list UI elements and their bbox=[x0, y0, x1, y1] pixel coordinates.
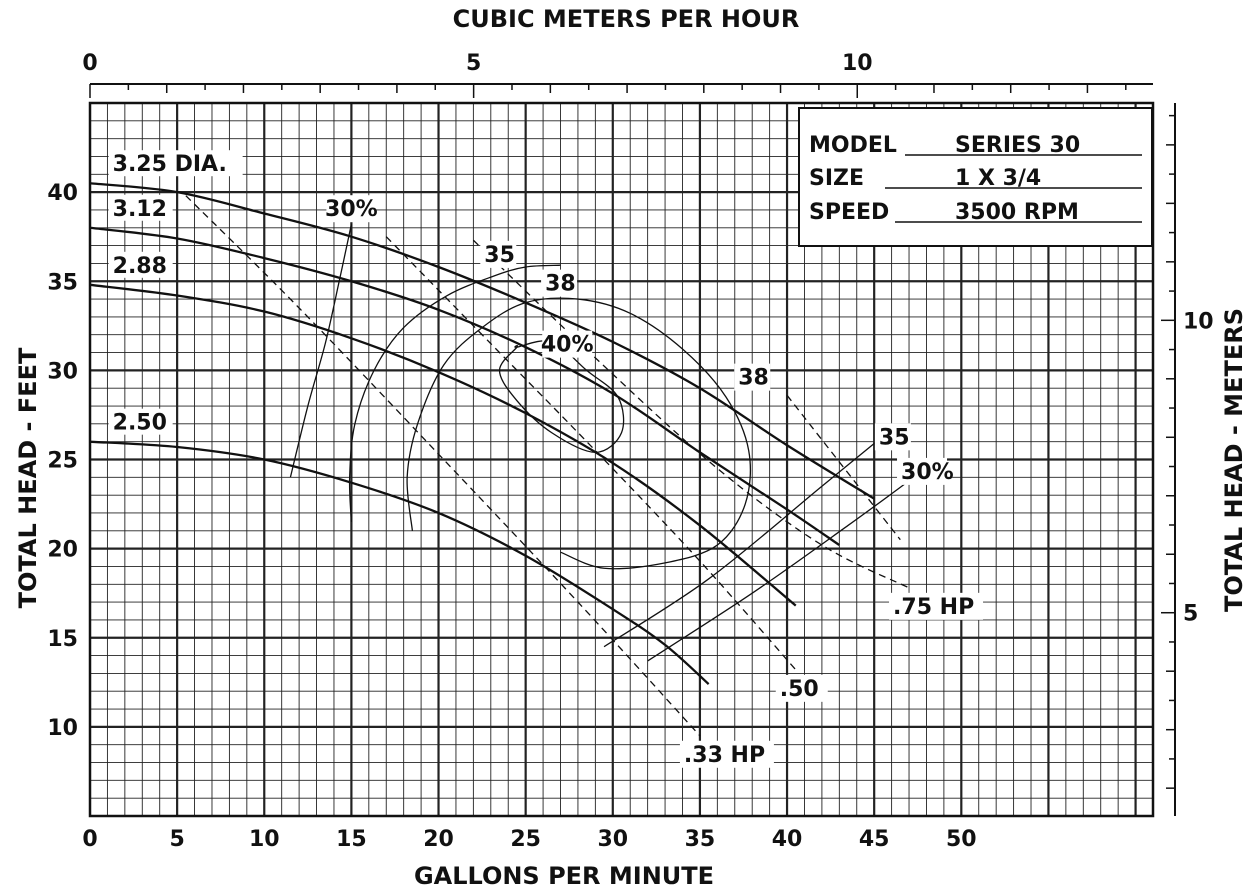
y2-axis-title: TOTAL HEAD - METERS bbox=[1220, 308, 1248, 612]
x-tick-label: 10 bbox=[249, 827, 280, 852]
x-tick-label: 25 bbox=[510, 827, 541, 852]
efficiency-label-bg bbox=[480, 240, 517, 268]
x2-tick-label: 5 bbox=[466, 51, 481, 76]
x2-tick-label: 10 bbox=[842, 51, 873, 76]
y-tick-label: 20 bbox=[47, 538, 78, 563]
efficiency-label: 35 bbox=[879, 425, 910, 450]
plot-frame bbox=[88, 101, 1155, 818]
hp-line-1 bbox=[385, 236, 797, 671]
hp-label-bg bbox=[679, 740, 774, 768]
impeller-label: 2.50 bbox=[113, 411, 167, 436]
info-speed-value: 3500 RPM bbox=[955, 200, 1079, 225]
hp-line-0 bbox=[185, 195, 701, 737]
impeller-label-bg bbox=[108, 150, 243, 177]
curve-labels: 30% 35 38 40% 35 30% 38 3.25 DIA. 3.12 2.88 2.50 bbox=[108, 150, 954, 485]
efficiency-label: 35 bbox=[484, 243, 515, 268]
x-tick-label: 50 bbox=[946, 827, 977, 852]
impeller-label-bg bbox=[108, 408, 173, 435]
x2-axis-title: CUBIC METERS PER HOUR bbox=[453, 5, 800, 33]
impeller-curve-2 bbox=[89, 283, 797, 607]
y-tick-label: 40 bbox=[47, 181, 78, 206]
efficiency-label-bg bbox=[874, 423, 911, 451]
efficiency-label: 40% bbox=[541, 333, 594, 358]
hp-label: .50 bbox=[780, 677, 819, 702]
info-model-value: SERIES 30 bbox=[955, 133, 1080, 158]
x-tick-label: 15 bbox=[336, 827, 367, 852]
x-tick-label: 0 bbox=[82, 827, 97, 852]
impeller-curve-0 bbox=[89, 182, 875, 500]
x2-tick-labels: 0 5 10 bbox=[82, 51, 1127, 98]
x-tick-label: 20 bbox=[423, 827, 454, 852]
efficiency-contour-2 bbox=[406, 297, 752, 570]
x-tick-label: 40 bbox=[772, 827, 803, 852]
x-tick-label: 35 bbox=[685, 827, 716, 852]
y2-tick-labels: 5 10 bbox=[1161, 114, 1214, 789]
y-tick-label: 10 bbox=[47, 716, 78, 741]
efficiency-contour-3 bbox=[498, 340, 625, 454]
impeller-label-bg bbox=[108, 251, 173, 278]
impeller-curve-1 bbox=[89, 226, 840, 547]
efficiency-contour-4 bbox=[603, 435, 884, 648]
impeller-label-bg bbox=[108, 194, 173, 221]
impeller-label: 3.12 bbox=[113, 197, 167, 222]
y-tick-label: 30 bbox=[47, 359, 78, 384]
x-tick-label: 45 bbox=[859, 827, 890, 852]
x2-tick-label: 0 bbox=[82, 51, 97, 76]
efficiency-label-bg bbox=[897, 457, 948, 485]
info-box-frame bbox=[798, 107, 1153, 247]
y-tick-labels: 10 15 20 25 30 35 40 bbox=[47, 181, 78, 741]
efficiency-contours bbox=[289, 224, 910, 662]
efficiency-contour-5 bbox=[647, 480, 910, 662]
y-tick-label: 35 bbox=[47, 270, 78, 295]
y-tick-label: 25 bbox=[47, 449, 78, 474]
impeller-label: 3.25 DIA. bbox=[113, 152, 227, 177]
y2-tick-label: 10 bbox=[1183, 309, 1214, 334]
y-axis-title: TOTAL HEAD - FEET bbox=[14, 347, 42, 608]
efficiency-label: 30% bbox=[325, 197, 378, 222]
efficiency-contour-1 bbox=[348, 264, 561, 522]
info-box: MODEL SERIES 30 SIZE 1 X 3/4 SPEED 3500 … bbox=[798, 107, 1153, 247]
efficiency-label-bg bbox=[542, 330, 593, 358]
efficiency-label-bg bbox=[541, 269, 578, 297]
hp-line-3 bbox=[786, 394, 901, 541]
impeller-curves bbox=[89, 182, 875, 685]
efficiency-label: 38 bbox=[545, 272, 576, 297]
hp-label-bg bbox=[889, 592, 984, 620]
grid-major bbox=[90, 103, 1153, 816]
info-size-key: SIZE bbox=[809, 166, 864, 191]
efficiency-label-38-right: 38 bbox=[738, 366, 769, 391]
efficiency-label-bg bbox=[734, 363, 771, 391]
impeller-label: 2.88 bbox=[113, 254, 167, 279]
efficiency-contour-0 bbox=[289, 224, 353, 478]
efficiency-label-bg bbox=[326, 195, 377, 223]
impeller-curve-3 bbox=[89, 440, 710, 685]
info-model-key: MODEL bbox=[809, 133, 897, 158]
x-axis-title: GALLONS PER MINUTE bbox=[414, 862, 714, 890]
y-tick-label: 15 bbox=[47, 627, 78, 652]
efficiency-label: 30% bbox=[901, 460, 954, 485]
x-tick-labels: 0 5 10 15 20 25 30 35 40 45 50 bbox=[82, 827, 976, 852]
hp-line-2 bbox=[472, 239, 910, 589]
hp-label: .75 HP bbox=[893, 595, 974, 620]
info-speed-key: SPEED bbox=[809, 200, 889, 225]
info-size-value: 1 X 3/4 bbox=[955, 166, 1041, 191]
y2-tick-label: 5 bbox=[1183, 602, 1198, 627]
x-tick-label: 5 bbox=[169, 827, 184, 852]
hp-label: .33 HP bbox=[684, 743, 765, 768]
x-tick-label: 30 bbox=[597, 827, 628, 852]
hp-lines: .33 HP .50 .75 HP bbox=[185, 195, 984, 768]
hp-label-bg bbox=[775, 674, 828, 702]
